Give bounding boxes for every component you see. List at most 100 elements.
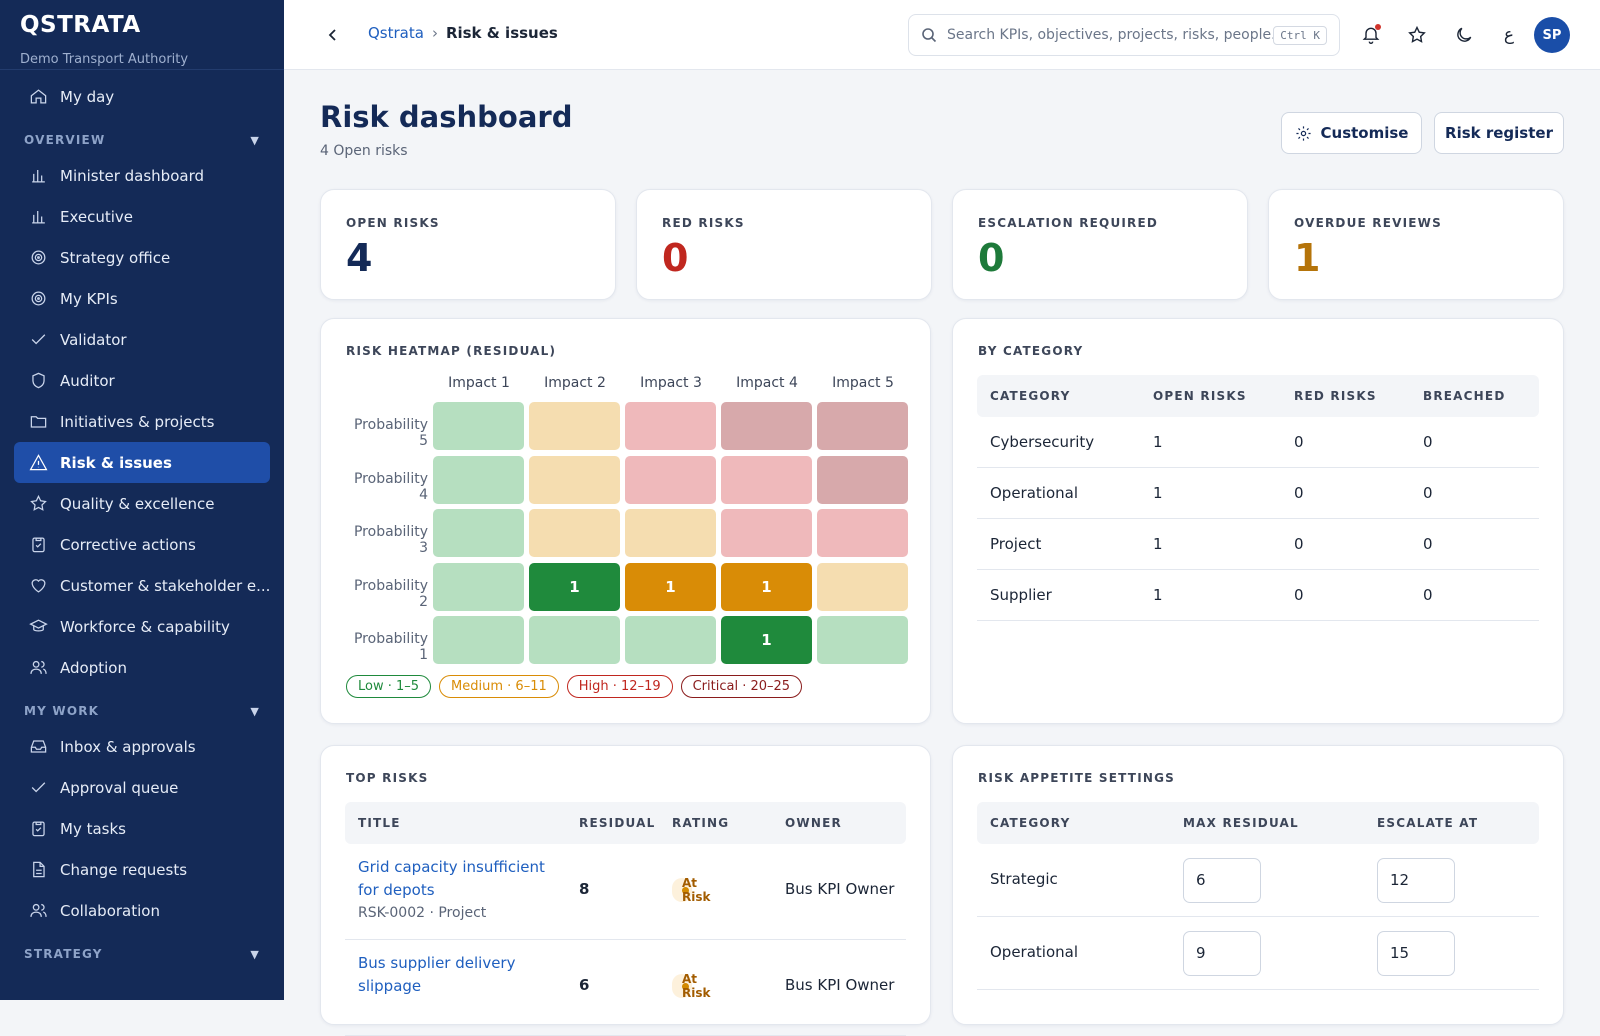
- table-row: Operational 9 15: [977, 917, 1539, 990]
- sidebar-item-change-requests[interactable]: Change requests: [14, 849, 270, 890]
- moon-icon: [1457, 27, 1472, 42]
- organisation-name: Demo Transport Authority: [20, 52, 189, 67]
- column-header: OWNER: [785, 816, 842, 830]
- breadcrumb: Qstrata › Risk & issues: [368, 24, 558, 42]
- nav-section-label: OVERVIEW: [24, 133, 106, 147]
- nav-section-my-work[interactable]: MY WORK ▼: [24, 702, 260, 720]
- status-badge: At Risk: [672, 972, 710, 1000]
- heatmap-cell[interactable]: 1: [625, 562, 716, 611]
- sidebar-item-label: Change requests: [60, 860, 188, 879]
- risk-heatmap-card: RISK HEATMAP (RESIDUAL) Impact 1 Impact 2…: [320, 318, 931, 724]
- sidebar-item-label: Corrective actions: [60, 535, 196, 554]
- sidebar-item-collaboration[interactable]: Collaboration: [14, 890, 270, 931]
- stat-value: 4: [346, 236, 373, 280]
- theme-toggle-button[interactable]: [1453, 24, 1475, 46]
- heatmap-cell: [817, 402, 908, 450]
- nav-section-overview[interactable]: OVERVIEW ▼: [24, 131, 260, 149]
- heatmap-cell: [817, 562, 908, 611]
- heatmap-cell: [433, 509, 524, 557]
- heatmap-cell: [433, 616, 524, 664]
- customise-label: Customise: [1320, 124, 1409, 142]
- risk-title-link[interactable]: Bus supplier delivery slippage: [358, 954, 516, 995]
- stat-label: OPEN RISKS: [346, 216, 440, 230]
- back-button[interactable]: [322, 24, 344, 46]
- notifications-button[interactable]: [1360, 24, 1382, 46]
- max-residual-input[interactable]: 9: [1183, 931, 1261, 976]
- heatmap-probability-label: Probability 2: [353, 577, 428, 610]
- sidebar-item-initiatives-projects[interactable]: Initiatives & projects: [14, 401, 270, 442]
- sidebar-item-workforce-capability[interactable]: Workforce & capability: [14, 606, 270, 647]
- column-header: ESCALATE AT: [1377, 816, 1479, 830]
- table-row: Bus supplier delivery slippage 6 At Risk Bu…: [345, 940, 906, 1036]
- heatmap-cell[interactable]: 1: [529, 562, 620, 611]
- brand-logo[interactable]: QSTRATA: [20, 8, 264, 42]
- customise-button[interactable]: Customise: [1281, 112, 1422, 154]
- heatmap-cell: [625, 509, 716, 557]
- sidebar-item-label: My tasks: [60, 819, 126, 838]
- max-residual-input[interactable]: 6: [1183, 858, 1261, 903]
- sidebar-item-minister-dashboard[interactable]: Minister dashboard: [14, 155, 270, 196]
- heatmap-cell: [529, 509, 620, 557]
- heatmap-cell[interactable]: 1: [721, 616, 812, 664]
- search-input[interactable]: Search KPIs, objectives, projects, risks…: [908, 14, 1340, 56]
- sidebar-item-label: Inbox & approvals: [60, 737, 196, 756]
- heatmap-cell: [625, 455, 716, 504]
- sidebar-item-executive[interactable]: Executive: [14, 196, 270, 237]
- sidebar-item-my-kpis[interactable]: My KPIs: [14, 278, 270, 319]
- heatmap-impact-label: Impact 2: [544, 375, 606, 391]
- heatmap-cell: [721, 455, 812, 504]
- table-cell: 1: [1153, 586, 1163, 604]
- table-row: Project 1 0 0: [977, 519, 1539, 570]
- sidebar-item-inbox-approvals[interactable]: Inbox & approvals: [14, 726, 270, 767]
- top-risks-table-header: TITLE RESIDUAL RATING OWNER: [345, 802, 906, 844]
- heatmap-cell: [817, 616, 908, 664]
- breadcrumb-root-link[interactable]: Qstrata: [368, 24, 424, 42]
- sidebar-item-quality-excellence[interactable]: Quality & excellence: [14, 483, 270, 524]
- risk-residual: 8: [579, 880, 590, 898]
- gear-icon: [1295, 125, 1311, 141]
- legend-item: Medium · 6–11: [439, 675, 559, 698]
- sidebar-item-strategy-office[interactable]: Strategy office: [14, 237, 270, 278]
- risk-appetite-title: RISK APPETITE SETTINGS: [978, 771, 1175, 785]
- sidebar-item-my-day[interactable]: My day: [14, 76, 270, 117]
- heatmap-cell: [433, 562, 524, 611]
- favorites-button[interactable]: [1406, 24, 1428, 46]
- heatmap-probability-label: Probability 4: [353, 470, 428, 503]
- column-header: TITLE: [358, 816, 401, 830]
- stat-card-overdue-reviews: OVERDUE REVIEWS 1: [1268, 189, 1564, 300]
- check-icon: [28, 778, 48, 798]
- sidebar-item-risk-issues[interactable]: Risk & issues: [14, 442, 270, 483]
- sidebar-item-validator[interactable]: Validator: [14, 319, 270, 360]
- table-cell: Supplier: [990, 586, 1052, 604]
- shield-icon: [28, 371, 48, 391]
- risk-meta: RSK-0002 · Project: [358, 905, 487, 921]
- brand: QSTRATA Demo Transport Authority: [0, 0, 284, 70]
- stat-label: RED RISKS: [662, 216, 745, 230]
- sidebar-item-auditor[interactable]: Auditor: [14, 360, 270, 401]
- language-toggle-button[interactable]: ع: [1503, 25, 1515, 45]
- sidebar-item-corrective-actions[interactable]: Corrective actions: [14, 524, 270, 565]
- avatar[interactable]: SP: [1534, 17, 1570, 53]
- heatmap-probability-label: Probability 3: [353, 524, 428, 556]
- sidebar-item-customer-stakeholder-e[interactable]: Customer & stakeholder e...: [14, 565, 270, 606]
- risk-register-button[interactable]: Risk register: [1434, 112, 1564, 154]
- nav-section-strategy[interactable]: STRATEGY ▼: [24, 945, 260, 963]
- sidebar-item-approval-queue[interactable]: Approval queue: [14, 767, 270, 808]
- escalate-at-input[interactable]: 15: [1377, 931, 1455, 976]
- column-header: BREACHED: [1423, 389, 1506, 403]
- risk-title-link[interactable]: Grid capacity insufficient for depots: [358, 858, 545, 899]
- escalate-at-input[interactable]: 12: [1377, 858, 1455, 903]
- sidebar-item-my-tasks[interactable]: My tasks: [14, 808, 270, 849]
- target-icon: [28, 289, 48, 309]
- status-dot-icon: [682, 886, 689, 894]
- column-header: RESIDUAL: [579, 816, 656, 830]
- heatmap-cell: [817, 509, 908, 557]
- heatmap-cell: [625, 402, 716, 450]
- sidebar-item-adoption[interactable]: Adoption: [14, 647, 270, 688]
- heatmap-legend: Low · 1–5 Medium · 6–11 High · 12–19 Critic…: [346, 675, 803, 698]
- sidebar-item-label: Workforce & capability: [60, 617, 230, 636]
- by-category-table-header: CATEGORY OPEN RISKS RED RISKS BREACHED: [977, 375, 1539, 417]
- heatmap-cell[interactable]: 1: [721, 562, 812, 611]
- sidebar-item-label: Adoption: [60, 658, 127, 677]
- heatmap-cell: [529, 455, 620, 504]
